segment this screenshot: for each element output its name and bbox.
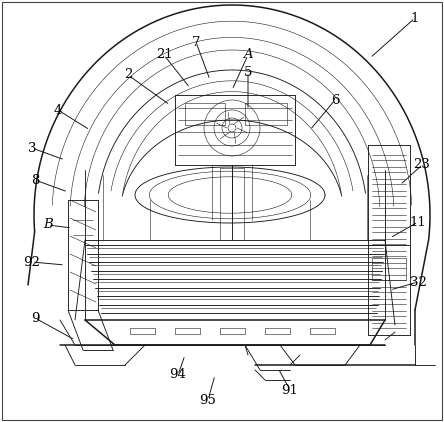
Text: 5: 5: [244, 65, 252, 78]
Text: 4: 4: [54, 103, 62, 116]
Text: 21: 21: [156, 49, 172, 62]
Text: 94: 94: [170, 368, 186, 381]
Text: 2: 2: [124, 68, 132, 81]
Text: 9: 9: [31, 311, 39, 325]
Text: 8: 8: [31, 173, 39, 187]
Text: 92: 92: [24, 255, 40, 268]
Text: B: B: [43, 219, 53, 232]
Text: 3: 3: [28, 141, 36, 154]
Text: 32: 32: [409, 276, 426, 289]
Text: 6: 6: [331, 94, 339, 106]
Text: 1: 1: [411, 11, 419, 24]
Text: 11: 11: [410, 216, 426, 228]
Text: A: A: [243, 49, 253, 62]
Text: 23: 23: [413, 159, 430, 171]
Text: 91: 91: [281, 384, 298, 397]
Text: 7: 7: [192, 35, 200, 49]
Text: 95: 95: [199, 393, 216, 406]
